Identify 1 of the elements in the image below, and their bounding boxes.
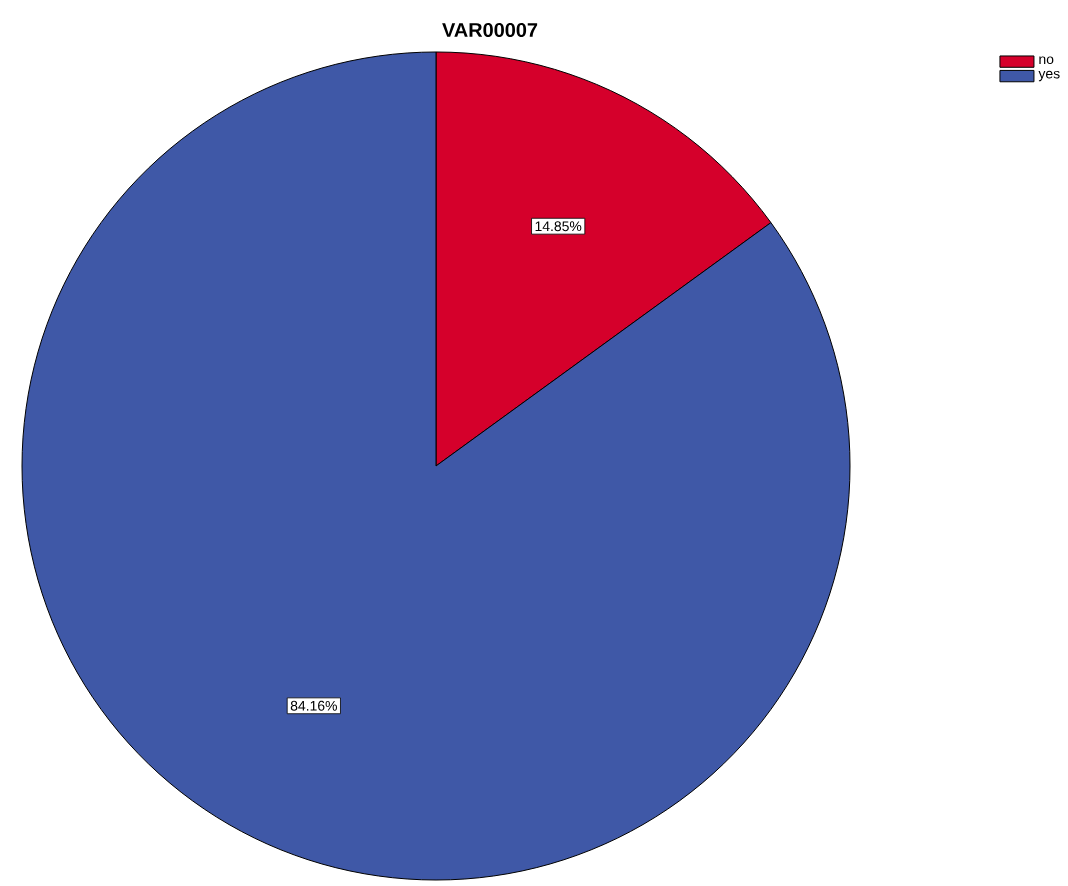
chart-title: VAR00007: [442, 22, 538, 38]
